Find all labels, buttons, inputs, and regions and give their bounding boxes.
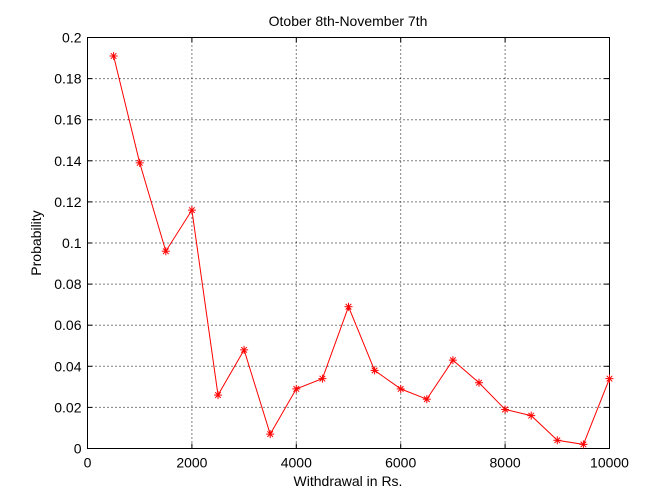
data-point-marker [344,302,353,311]
chart-title: Otober 8th-November 7th [269,13,428,29]
data-point-marker [318,374,327,383]
data-point-marker [109,51,118,60]
data-point-marker [135,158,144,167]
data-point-marker [266,430,275,439]
data-point-marker [161,247,170,256]
y-tick-labels: 0 0.02 0.04 0.06 0.08 0.1 0.12 0.14 0.16 0.18 0.2 [54,30,81,457]
data-point-marker [527,411,536,420]
y-tick-label: 0.02 [54,399,81,415]
data-point-marker [579,440,588,449]
data-point-marker [214,391,222,400]
data-point-marker [553,436,562,445]
y-tick-label: 0.12 [54,194,81,210]
x-tick-label: 2000 [176,455,207,471]
data-point-marker [475,378,483,387]
data-point-marker [187,206,196,215]
y-tick-label: 0.08 [54,276,81,292]
data-point-marker [422,395,431,404]
data-point-marker [605,374,614,383]
series-line [113,55,610,445]
y-tick-label: 0.2 [62,30,82,46]
data-point-marker [448,356,457,365]
data-point-marker [370,366,379,375]
x-tick-label: 10000 [590,455,629,471]
y-tick-label: 0.18 [54,71,81,87]
data-point-marker [501,405,510,414]
y-tick-label: 0.06 [54,317,81,333]
data-point-marker [396,384,405,393]
y-tick-label: 0.16 [54,112,81,128]
y-tick-label: 0.14 [54,153,81,169]
y-tick-label: 0.1 [62,235,82,251]
x-tick-label: 4000 [281,455,312,471]
series-group [109,51,614,449]
x-tick-label: 8000 [490,455,521,471]
x-tick-labels: 0 2000 4000 6000 8000 10000 [84,455,630,471]
data-point-marker [292,384,301,393]
data-point-marker [240,345,249,354]
y-tick-label: 0 [74,441,82,457]
x-tick-label: 0 [84,455,92,471]
x-axis-label: Withdrawal in Rs. [294,473,403,489]
x-tick-label: 6000 [385,455,416,471]
y-tick-label: 0.04 [54,358,81,374]
plot-frame [87,37,610,449]
y-axis-label: Probability [28,210,44,275]
grid-lines [87,37,610,449]
